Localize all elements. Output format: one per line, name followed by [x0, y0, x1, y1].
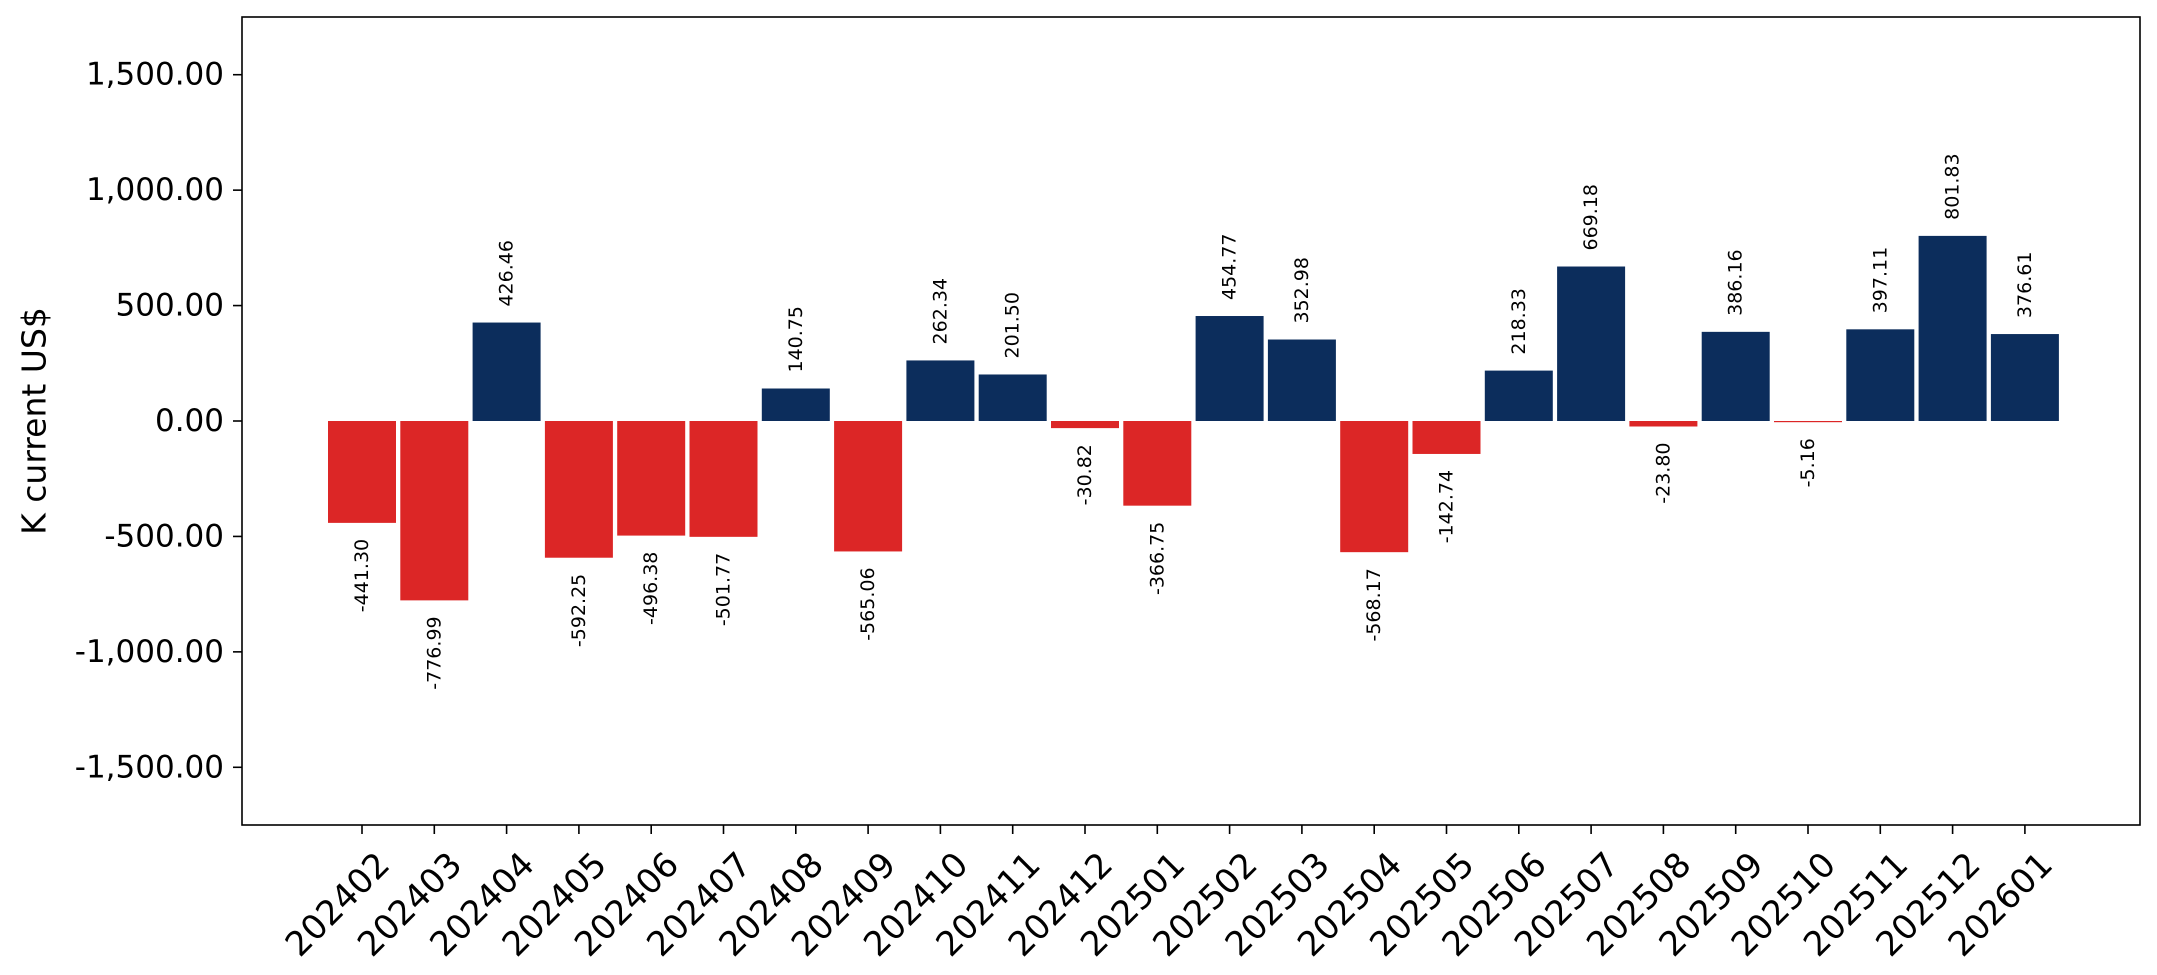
bar: [1267, 339, 1336, 421]
data-label: 454.77: [1219, 234, 1241, 300]
bar: [1340, 421, 1409, 553]
bar: [1846, 329, 1915, 421]
data-label: 218.33: [1508, 288, 1530, 354]
bar: [1051, 421, 1119, 429]
data-label: -142.74: [1436, 470, 1458, 543]
data-label: -30.82: [1074, 444, 1096, 505]
y-tick-label: -1,500.00: [75, 749, 224, 785]
data-label: -501.77: [713, 553, 735, 626]
bar: [1557, 266, 1626, 421]
data-label: 140.75: [785, 306, 807, 372]
bar: [1195, 316, 1264, 421]
plot-frame: [241, 16, 2141, 826]
data-label: -592.25: [568, 574, 590, 647]
bar: [617, 421, 686, 536]
data-labels-group: -441.30 -776.99 426.46 -592.25 -496.38 -501.7…: [351, 153, 2036, 689]
bar: [1918, 235, 1987, 421]
bar: [906, 360, 975, 421]
y-axis-ticks: -1,500.00 -1,000.00 -500.00 0.00 500.00 1,000…: [75, 57, 242, 785]
bars-group: [328, 235, 2059, 601]
data-label: -441.30: [351, 539, 373, 612]
y-tick-label: 0.00: [155, 403, 224, 439]
data-label: -565.06: [857, 567, 879, 640]
data-label: -776.99: [423, 616, 445, 689]
data-label: 352.98: [1291, 257, 1313, 323]
y-tick-label: -1,000.00: [75, 634, 224, 670]
data-label: -568.17: [1363, 568, 1385, 641]
bar: [834, 421, 903, 552]
y-tick-label: -500.00: [104, 518, 224, 554]
y-tick-label: 500.00: [116, 288, 224, 324]
x-axis-ticks: 2024022024032024042024052024062024072024…: [278, 825, 2061, 965]
bar: [1412, 421, 1481, 454]
bar: [1629, 421, 1698, 427]
data-label: 201.50: [1002, 292, 1024, 358]
data-label: -23.80: [1652, 442, 1674, 503]
data-label: -496.38: [640, 552, 662, 625]
data-label: 669.18: [1580, 184, 1602, 250]
data-label: -366.75: [1146, 522, 1168, 595]
bar: [1123, 421, 1192, 506]
y-tick-label: 1,500.00: [86, 57, 224, 93]
y-axis-label: K current US$: [15, 307, 54, 535]
bar: [978, 374, 1047, 421]
bar: [761, 388, 830, 421]
bar: [1774, 421, 1842, 423]
bar: [1484, 370, 1553, 421]
data-label: -5.16: [1797, 438, 1819, 487]
data-label: 801.83: [1942, 153, 1964, 219]
data-label: 376.61: [2014, 252, 2036, 318]
bar: [400, 421, 469, 601]
bar: [689, 421, 758, 537]
bar: [544, 421, 613, 558]
bar: [328, 421, 396, 523]
data-label: 262.34: [929, 278, 951, 344]
y-tick-label: 1,000.00: [86, 172, 224, 208]
data-label: 426.46: [496, 240, 518, 306]
data-label: 386.16: [1725, 249, 1747, 315]
data-label: 397.11: [1869, 247, 1891, 313]
bar: [1990, 334, 2059, 421]
bar: [1701, 331, 1770, 421]
bar: [472, 322, 541, 421]
